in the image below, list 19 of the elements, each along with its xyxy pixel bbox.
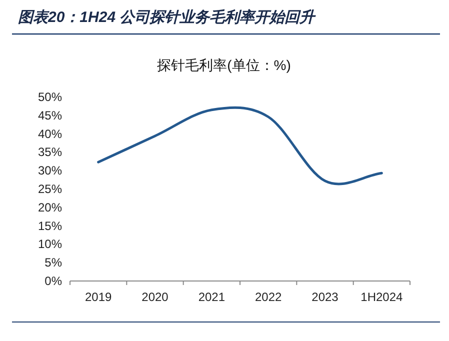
y-tick-label: 25%: [38, 182, 62, 196]
y-tick-label: 30%: [38, 164, 62, 178]
y-tick-label: 45%: [38, 108, 62, 122]
subtitle: 探针毛利率(单位：%): [157, 57, 291, 73]
x-tick-label: 2022: [254, 290, 282, 304]
y-tick-label: 40%: [38, 126, 62, 141]
x-tick-label: 2020: [142, 290, 169, 304]
x-tick-label: 2019: [84, 290, 112, 304]
y-tick-label: 5%: [44, 256, 62, 270]
y-tick-label: 0%: [44, 274, 62, 288]
title: 图表20：1H24 公司探针业务毛利率开始回升: [18, 9, 315, 26]
y-tick-label: 20%: [38, 200, 62, 214]
y-tick-label: 10%: [38, 237, 62, 252]
y-tick-label: 35%: [38, 145, 62, 160]
y-tick-label: 50%: [38, 90, 62, 104]
x-tick-label: 1H2024: [360, 290, 404, 304]
y-tick-label: 15%: [38, 218, 62, 233]
x-tick-label: 2023: [312, 290, 339, 304]
x-tick-label: 2021: [198, 290, 226, 304]
